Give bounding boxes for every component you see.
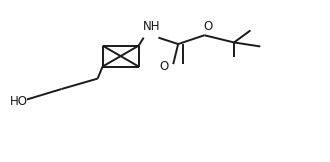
Text: O: O xyxy=(160,60,169,73)
Text: O: O xyxy=(203,20,212,33)
Text: NH: NH xyxy=(143,20,160,33)
Text: HO: HO xyxy=(10,95,28,108)
